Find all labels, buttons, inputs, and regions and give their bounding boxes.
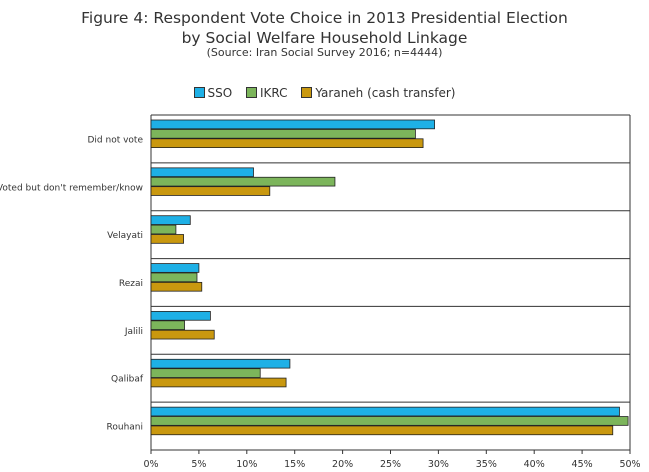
x-tick-label: 5% bbox=[191, 459, 206, 470]
x-tick-label: 20% bbox=[332, 459, 353, 470]
x-tick-label: 15% bbox=[284, 459, 305, 470]
legend-label-yaraneh: Yaraneh (cash transfer) bbox=[315, 86, 456, 100]
bar-jalili-yaraneh-cash-transfer bbox=[150, 329, 215, 340]
x-tick-label: 30% bbox=[428, 459, 449, 470]
chart-title-line-1: Figure 4: Respondent Vote Choice in 2013… bbox=[81, 9, 568, 27]
x-tick-label: 35% bbox=[476, 459, 497, 470]
bar-rezai-sso bbox=[150, 263, 200, 273]
x-tick-label: 45% bbox=[572, 459, 593, 470]
bar-rouhani-ikrc bbox=[150, 416, 629, 426]
category-label-voted-but-don-t-remember-know: Voted but don't remember/know bbox=[0, 183, 143, 193]
bar-jalili-ikrc bbox=[150, 320, 185, 331]
legend-swatch-yaraneh bbox=[301, 87, 313, 98]
bar-did-not-vote-yaraneh-cash-transfer bbox=[150, 138, 424, 149]
category-label-did-not-vote: Did not vote bbox=[87, 135, 143, 145]
bar-rouhani-yaraneh-cash-transfer bbox=[150, 425, 614, 436]
category-label-rezai: Rezai bbox=[119, 279, 143, 289]
category-label-qalibaf: Qalibaf bbox=[111, 375, 144, 385]
legend: SSO IKRC Yaraneh (cash transfer) bbox=[0, 86, 649, 100]
category-label-rouhani: Rouhani bbox=[107, 423, 143, 433]
bar-voted-but-don-t-remember-know-yaraneh-cash-transfer bbox=[150, 186, 271, 196]
bar-velayati-ikrc bbox=[150, 224, 177, 235]
legend-label-ikrc: IKRC bbox=[260, 86, 288, 100]
x-tick-label: 25% bbox=[380, 459, 401, 470]
x-tick-label: 10% bbox=[236, 459, 257, 470]
legend-swatch-ikrc bbox=[246, 87, 258, 98]
bar-voted-but-don-t-remember-know-ikrc bbox=[150, 176, 336, 187]
legend-swatch-sso bbox=[193, 87, 205, 98]
x-tick-label: 40% bbox=[524, 459, 545, 470]
bar-qalibaf-sso bbox=[150, 358, 291, 369]
category-label-velayati: Velayati bbox=[107, 231, 143, 241]
bar-qalibaf-ikrc bbox=[150, 368, 261, 378]
legend-item-sso: SSO bbox=[193, 86, 233, 100]
bar-voted-but-don-t-remember-know-sso bbox=[150, 167, 254, 178]
bar-rezai-yaraneh-cash-transfer bbox=[150, 281, 203, 292]
bar-velayati-yaraneh-cash-transfer bbox=[150, 234, 184, 244]
bar-jalili-sso bbox=[150, 311, 211, 321]
bar-did-not-vote-sso bbox=[150, 119, 435, 130]
chart-title: Figure 4: Respondent Vote Choice in 2013… bbox=[0, 8, 649, 48]
legend-label-sso: SSO bbox=[207, 86, 233, 100]
chart-title-line-2: by Social Welfare Household Linkage bbox=[181, 29, 468, 47]
category-label-jalili: Jalili bbox=[124, 327, 143, 337]
legend-item-ikrc: IKRC bbox=[246, 86, 288, 100]
chart-subtitle: (Source: Iran Social Survey 2016; n=4444… bbox=[206, 46, 443, 59]
legend-item-yaraneh: Yaraneh (cash transfer) bbox=[301, 86, 455, 100]
bar-rezai-ikrc bbox=[150, 272, 198, 283]
x-tick-label: 50% bbox=[619, 459, 640, 470]
bar-qalibaf-yaraneh-cash-transfer bbox=[150, 377, 287, 388]
x-tick-label: 0% bbox=[143, 459, 158, 470]
bar-did-not-vote-ikrc bbox=[150, 128, 416, 139]
bar-velayati-sso bbox=[150, 215, 191, 225]
bar-rouhani-sso bbox=[150, 406, 620, 417]
